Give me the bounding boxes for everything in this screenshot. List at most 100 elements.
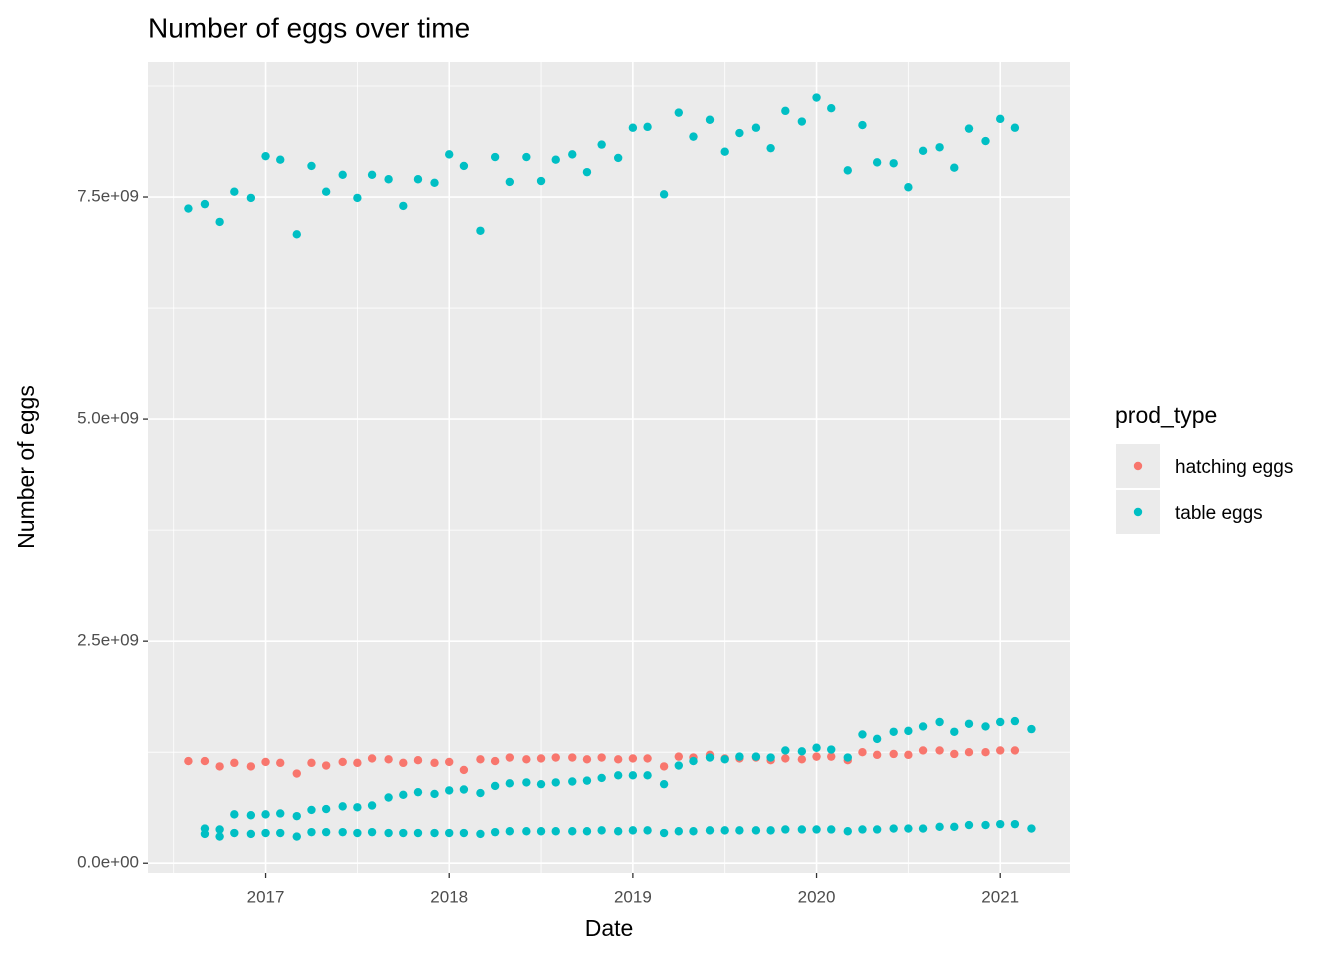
point bbox=[445, 757, 454, 767]
point bbox=[353, 803, 362, 812]
point bbox=[384, 175, 393, 184]
point bbox=[935, 717, 944, 727]
point bbox=[918, 746, 928, 755]
point bbox=[430, 758, 439, 768]
point bbox=[766, 753, 775, 762]
point bbox=[964, 719, 974, 728]
point bbox=[797, 747, 807, 756]
point bbox=[827, 825, 836, 834]
point bbox=[490, 781, 500, 791]
point bbox=[430, 828, 439, 838]
point bbox=[338, 170, 347, 180]
point bbox=[399, 790, 408, 800]
point bbox=[551, 778, 560, 787]
point bbox=[889, 159, 898, 168]
point bbox=[781, 106, 790, 116]
point bbox=[735, 752, 744, 761]
point bbox=[215, 217, 224, 227]
point bbox=[843, 827, 852, 836]
point bbox=[367, 170, 377, 180]
point bbox=[812, 743, 821, 752]
point bbox=[950, 822, 959, 832]
panel bbox=[148, 62, 1070, 873]
point bbox=[430, 178, 439, 188]
point bbox=[981, 747, 990, 757]
point bbox=[597, 773, 606, 783]
point bbox=[1010, 819, 1020, 829]
point bbox=[459, 785, 469, 794]
point bbox=[918, 722, 928, 731]
point bbox=[720, 147, 729, 156]
legend-label: hatching eggs bbox=[1175, 457, 1293, 478]
point bbox=[399, 828, 408, 838]
point bbox=[384, 755, 393, 764]
point bbox=[735, 128, 744, 138]
point bbox=[889, 824, 898, 833]
point bbox=[261, 151, 270, 161]
point bbox=[950, 727, 959, 736]
point bbox=[292, 811, 301, 821]
point bbox=[858, 730, 867, 739]
point bbox=[858, 747, 867, 757]
point bbox=[413, 175, 423, 184]
point bbox=[720, 826, 729, 835]
point bbox=[797, 117, 807, 126]
point bbox=[321, 761, 331, 770]
point bbox=[338, 802, 347, 811]
point bbox=[536, 754, 546, 763]
point bbox=[476, 788, 485, 798]
point bbox=[338, 827, 347, 837]
point bbox=[536, 779, 546, 789]
point bbox=[230, 828, 239, 838]
point bbox=[1010, 746, 1020, 755]
point bbox=[964, 747, 974, 757]
point bbox=[321, 827, 331, 837]
point bbox=[490, 152, 500, 162]
point bbox=[904, 750, 913, 760]
point bbox=[781, 754, 790, 763]
point bbox=[674, 752, 683, 761]
point bbox=[582, 827, 592, 836]
point bbox=[200, 756, 210, 766]
point bbox=[872, 158, 882, 167]
point bbox=[643, 771, 652, 780]
point bbox=[215, 825, 224, 834]
point bbox=[276, 155, 285, 164]
point bbox=[781, 825, 790, 834]
point bbox=[505, 779, 515, 788]
point bbox=[551, 155, 560, 164]
point bbox=[918, 146, 928, 156]
point bbox=[996, 717, 1005, 727]
point bbox=[981, 136, 990, 146]
point bbox=[674, 827, 683, 836]
point bbox=[766, 143, 775, 153]
point bbox=[184, 204, 193, 213]
point bbox=[981, 722, 990, 731]
point bbox=[261, 757, 270, 767]
point bbox=[628, 826, 638, 835]
point bbox=[597, 753, 606, 762]
point bbox=[413, 787, 423, 797]
point bbox=[735, 826, 744, 835]
point bbox=[858, 825, 867, 834]
x-tick-label: 2017 bbox=[247, 887, 285, 906]
point bbox=[276, 758, 285, 768]
y-tick-label: 0.0e+00 bbox=[77, 853, 139, 872]
point bbox=[476, 829, 485, 839]
point bbox=[230, 187, 239, 196]
points bbox=[184, 93, 1036, 841]
legend-marker bbox=[1133, 461, 1143, 471]
point bbox=[413, 755, 423, 765]
point bbox=[307, 161, 316, 171]
point bbox=[858, 120, 867, 130]
point bbox=[812, 825, 821, 834]
point bbox=[399, 201, 408, 211]
point bbox=[643, 754, 652, 763]
point bbox=[843, 166, 852, 175]
point bbox=[628, 123, 638, 132]
point bbox=[430, 789, 439, 799]
point bbox=[659, 828, 669, 838]
x-tick-label: 2020 bbox=[798, 887, 836, 906]
point bbox=[950, 163, 959, 172]
point bbox=[551, 753, 560, 762]
